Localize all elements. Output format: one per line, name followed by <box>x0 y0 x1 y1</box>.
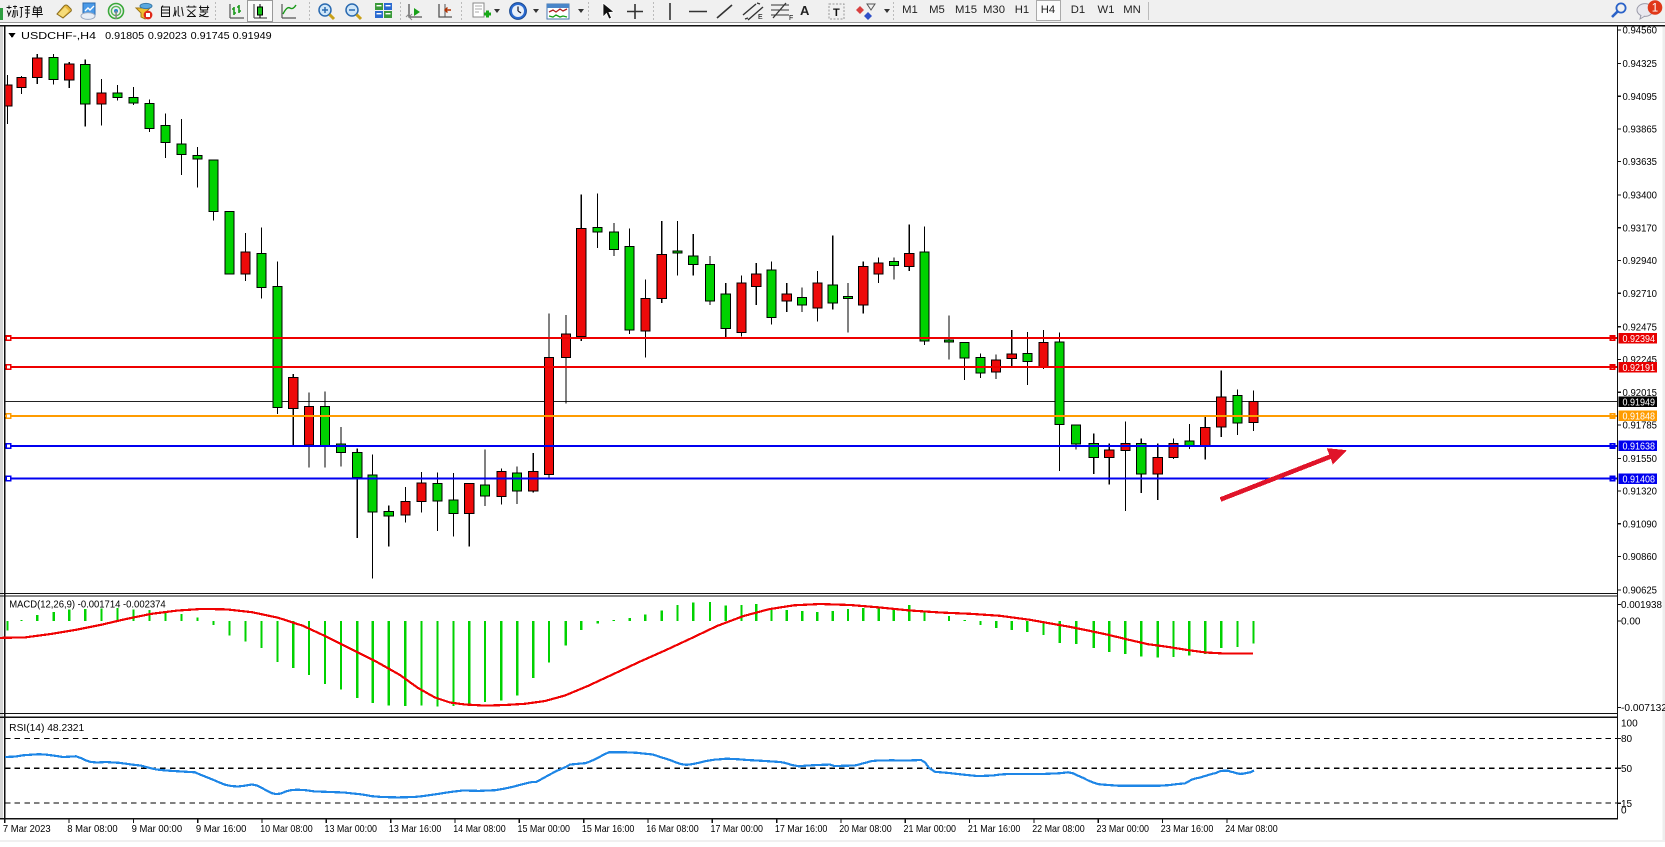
svg-text:21 Mar 16:00: 21 Mar 16:00 <box>968 824 1021 835</box>
svg-text:17 Mar 16:00: 17 Mar 16:00 <box>775 824 828 835</box>
svg-text:RSI(14) 48.2321: RSI(14) 48.2321 <box>9 723 84 734</box>
svg-text:0.94325: 0.94325 <box>1623 59 1658 70</box>
svg-text:50: 50 <box>1621 764 1633 775</box>
svg-text:0.92191: 0.92191 <box>1623 363 1656 374</box>
svg-text:100: 100 <box>1621 719 1638 730</box>
svg-text:0.90860: 0.90860 <box>1623 552 1658 563</box>
svg-text:0.91550: 0.91550 <box>1623 454 1658 465</box>
svg-text:0.91949: 0.91949 <box>1623 397 1656 408</box>
svg-text:0.91848: 0.91848 <box>1623 412 1656 423</box>
svg-text:15: 15 <box>1621 799 1633 810</box>
svg-text:20 Mar 08:00: 20 Mar 08:00 <box>839 824 892 835</box>
svg-text:0.91408: 0.91408 <box>1623 474 1656 485</box>
svg-text:F: F <box>789 15 793 21</box>
svg-text:13 Mar 16:00: 13 Mar 16:00 <box>389 824 442 835</box>
svg-text:0.94095: 0.94095 <box>1623 92 1658 103</box>
svg-text:7 Mar 2023: 7 Mar 2023 <box>3 824 51 835</box>
svg-text:24 Mar 08:00: 24 Mar 08:00 <box>1225 824 1278 835</box>
svg-text:0.001938: 0.001938 <box>1621 600 1662 611</box>
svg-text:0.91949: 0.91949 <box>233 31 272 42</box>
svg-text:15 Mar 00:00: 15 Mar 00:00 <box>518 824 571 835</box>
svg-text:T: T <box>833 7 840 19</box>
svg-text:0.00: 0.00 <box>1621 617 1641 628</box>
svg-text:0.94560: 0.94560 <box>1623 26 1658 37</box>
svg-text:0.90625: 0.90625 <box>1623 586 1658 597</box>
svg-text:0.93400: 0.93400 <box>1623 191 1658 202</box>
svg-text:15 Mar 16:00: 15 Mar 16:00 <box>582 824 635 835</box>
svg-text:MACD(12,26,9) -0.001714 -0.002: MACD(12,26,9) -0.001714 -0.002374 <box>9 600 166 611</box>
svg-text:0.91805: 0.91805 <box>105 31 144 42</box>
svg-text:9 Mar 16:00: 9 Mar 16:00 <box>196 824 247 835</box>
svg-text:23 Mar 00:00: 23 Mar 00:00 <box>1097 824 1150 835</box>
svg-text:13 Mar 00:00: 13 Mar 00:00 <box>325 824 378 835</box>
svg-text:E: E <box>758 14 763 21</box>
svg-text:17 Mar 00:00: 17 Mar 00:00 <box>711 824 764 835</box>
svg-text:0.92940: 0.92940 <box>1623 256 1658 267</box>
svg-text:10 Mar 08:00: 10 Mar 08:00 <box>260 824 313 835</box>
svg-text:0.93170: 0.93170 <box>1623 223 1658 234</box>
svg-text:8 Mar 08:00: 8 Mar 08:00 <box>67 824 118 835</box>
svg-text:1: 1 <box>1652 3 1658 15</box>
svg-text:0.92015: 0.92015 <box>1623 388 1658 399</box>
svg-text:0.92023: 0.92023 <box>148 31 187 42</box>
svg-text:0: 0 <box>1621 805 1627 816</box>
svg-text:0.91745: 0.91745 <box>191 31 230 42</box>
svg-text:USDCHF-,H4: USDCHF-,H4 <box>21 31 96 42</box>
svg-text:-0.007132: -0.007132 <box>1621 703 1665 714</box>
svg-text:0.92245: 0.92245 <box>1623 355 1658 366</box>
svg-text:22 Mar 08:00: 22 Mar 08:00 <box>1032 824 1085 835</box>
svg-text:0.93635: 0.93635 <box>1623 157 1658 168</box>
svg-text:0.91638: 0.91638 <box>1623 442 1656 453</box>
svg-text:0.91785: 0.91785 <box>1623 421 1658 432</box>
svg-text:14 Mar 08:00: 14 Mar 08:00 <box>453 824 506 835</box>
svg-text:80: 80 <box>1621 734 1633 745</box>
svg-text:0.92394: 0.92394 <box>1623 334 1656 345</box>
svg-text:0.92475: 0.92475 <box>1623 322 1658 333</box>
svg-text:16 Mar 08:00: 16 Mar 08:00 <box>646 824 699 835</box>
svg-text:0.91320: 0.91320 <box>1623 487 1658 498</box>
svg-text:23 Mar 16:00: 23 Mar 16:00 <box>1161 824 1214 835</box>
svg-text:9 Mar 00:00: 9 Mar 00:00 <box>132 824 183 835</box>
svg-text:0.92710: 0.92710 <box>1623 289 1658 300</box>
svg-text:21 Mar 00:00: 21 Mar 00:00 <box>904 824 957 835</box>
svg-text:0.91090: 0.91090 <box>1623 519 1658 530</box>
svg-text:0.93865: 0.93865 <box>1623 125 1658 136</box>
